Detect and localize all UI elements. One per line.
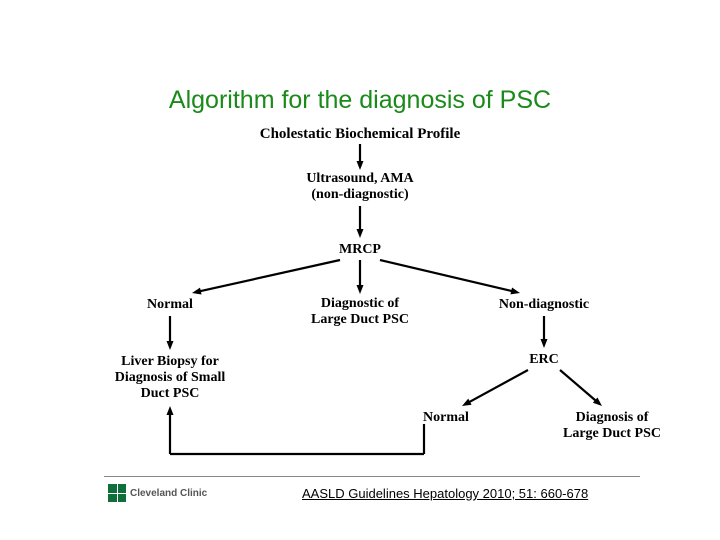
brand-logo: Cleveland Clinic [108,484,207,502]
footer-divider [104,476,640,477]
node-erc: ERC [414,352,674,368]
brand-name: Cleveland Clinic [130,488,207,499]
node-us-ama: Ultrasound, AMA(non-diagnostic) [230,171,490,203]
page-title: Algorithm for the diagnosis of PSC [0,86,720,115]
node-diag-large-2: Diagnosis ofLarge Duct PSC [482,410,720,442]
citation-text: AASLD Guidelines Hepatology 2010; 51: 66… [302,486,588,501]
node-liver-biopsy: Liver Biopsy forDiagnosis of SmallDuct P… [40,354,300,402]
node-nondiagnostic: Non-diagnostic [414,297,674,313]
node-mrcp: MRCP [230,242,490,258]
flowchart-arrows [0,0,720,540]
node-cholestatic: Cholestatic Biochemical Profile [230,126,490,143]
logo-mark-icon [108,484,126,502]
